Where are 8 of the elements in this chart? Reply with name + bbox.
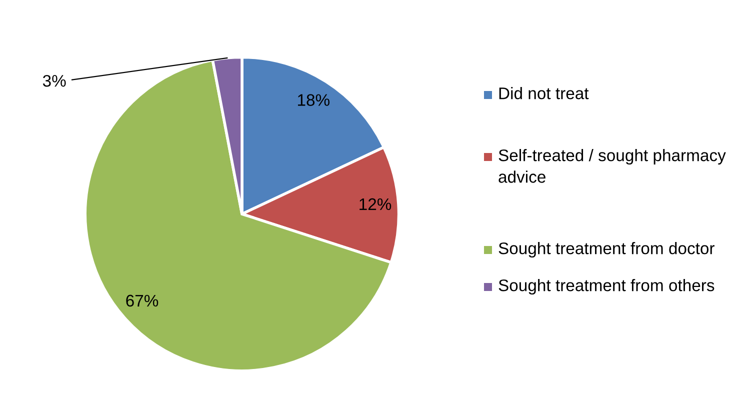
data-label: 12% <box>360 198 392 210</box>
data-label: 67% <box>126 294 158 307</box>
legend-label: Sought treatment from doctor <box>498 242 714 258</box>
legend-label: Self-treated / sought pharmacy advice <box>498 149 726 183</box>
legend-label: Sought treatment from others <box>498 279 714 295</box>
data-label: 18% <box>298 94 330 106</box>
data-label: 3% <box>42 74 66 87</box>
legend-label: Did not treat <box>499 87 589 100</box>
